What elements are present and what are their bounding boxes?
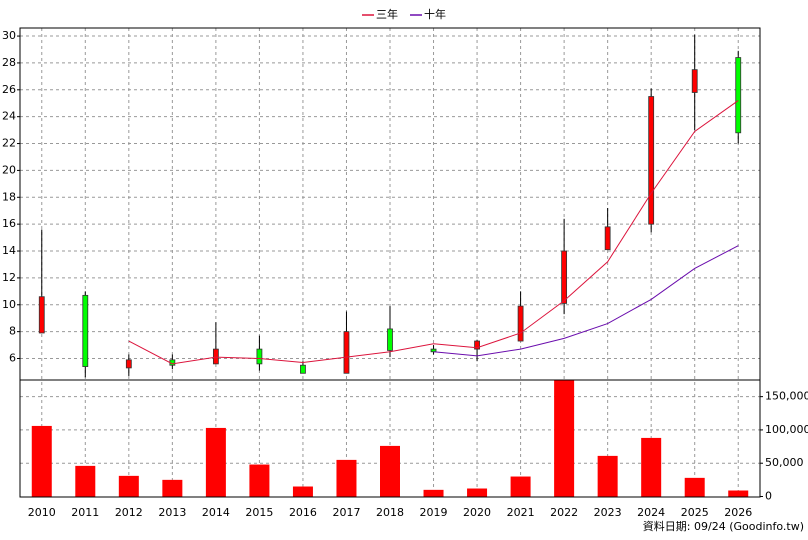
legend-label: 三年 — [376, 7, 398, 21]
x-tick-label: 2012 — [115, 506, 143, 519]
volume-bar — [728, 490, 749, 497]
volume-bar — [292, 486, 313, 497]
y-tick-label: 22 — [2, 137, 16, 150]
candle-body — [212, 348, 219, 365]
x-tick-label: 2019 — [420, 506, 448, 519]
y-tick-label: 8 — [9, 325, 16, 338]
candle-body — [517, 305, 524, 342]
x-tick-label: 2018 — [376, 506, 404, 519]
volume-bar — [423, 489, 444, 497]
candle-body — [604, 226, 611, 251]
volume-bar — [336, 459, 357, 497]
x-tick-label: 2024 — [637, 506, 665, 519]
y-tick-label: 18 — [2, 190, 16, 203]
volume-bar — [31, 425, 52, 497]
candle-body — [38, 296, 45, 334]
y-tick-label: 24 — [2, 110, 16, 123]
y2-tick-label: 50,000 — [765, 456, 804, 469]
x-tick-label: 2013 — [158, 506, 186, 519]
y-tick-label: 28 — [2, 56, 16, 69]
volume-bar — [380, 445, 400, 497]
x-tick-label: 2015 — [245, 506, 273, 519]
y-tick-label: 20 — [2, 163, 16, 176]
volume-frame — [19, 379, 761, 498]
volume-bar — [597, 455, 618, 497]
y-tick-label: 26 — [2, 83, 16, 96]
volume-bar — [510, 476, 531, 497]
volume-bar — [684, 477, 705, 497]
line-series — [128, 100, 739, 365]
y-tick-label: 10 — [2, 298, 16, 311]
x-tick-label: 2020 — [463, 506, 491, 519]
line-series — [433, 245, 739, 357]
candle-body — [691, 69, 698, 93]
volume-bar — [467, 488, 488, 497]
x-tick-label: 2010 — [28, 506, 56, 519]
x-tick-label: 2026 — [724, 506, 752, 519]
volume-bar — [205, 427, 226, 497]
candle-body — [256, 348, 263, 365]
y-tick-label: 6 — [9, 352, 16, 365]
candle-body — [474, 340, 480, 350]
x-tick-label: 2021 — [507, 506, 535, 519]
y-tick-label: 30 — [2, 29, 16, 42]
volume-bar — [162, 479, 183, 497]
x-tick-label: 2025 — [681, 506, 709, 519]
y2-tick-label: 100,000 — [765, 423, 808, 436]
volume-bar — [249, 464, 270, 497]
legend-label: 十年 — [424, 7, 446, 21]
candle-body — [430, 348, 437, 353]
candle-body — [300, 364, 306, 374]
source-note: 資料日期: 09/24 (Goodinfo.tw) — [643, 519, 804, 533]
x-tick-label: 2017 — [332, 506, 360, 519]
candle-body — [648, 96, 655, 225]
x-tick-label: 2011 — [71, 506, 99, 519]
candle-body — [735, 57, 742, 134]
candle-body — [125, 359, 132, 369]
x-tick-label: 2014 — [202, 506, 230, 519]
candle-body — [387, 328, 393, 351]
volume-bar — [118, 475, 139, 497]
y2-tick-label: 0 — [765, 490, 772, 503]
y2-tick-label: 150,000 — [765, 390, 808, 403]
candle-body — [343, 331, 350, 374]
y-tick-label: 14 — [2, 244, 16, 257]
volume-bar — [75, 465, 96, 497]
y-tick-label: 16 — [2, 217, 16, 230]
volume-bar — [641, 437, 662, 497]
candle-body — [561, 250, 568, 304]
x-tick-label: 2023 — [594, 506, 622, 519]
x-tick-label: 2022 — [550, 506, 578, 519]
x-tick-label: 2016 — [289, 506, 317, 519]
volume-bar — [554, 380, 575, 497]
y-tick-label: 12 — [2, 271, 16, 284]
candle-body — [82, 294, 89, 367]
